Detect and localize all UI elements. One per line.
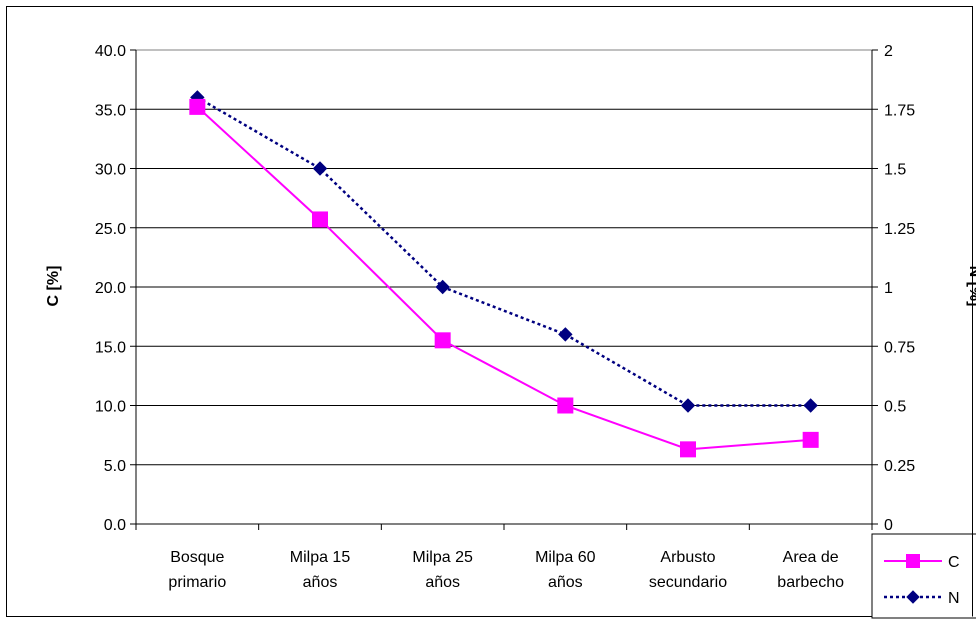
data-point-n xyxy=(435,279,450,295)
chart-border xyxy=(6,6,973,617)
y-tick-label-left: 30.0 xyxy=(95,162,126,179)
data-point-c xyxy=(802,431,819,448)
x-tick-label: Milpa 15 xyxy=(290,549,351,566)
y-tick-label-left: 35.0 xyxy=(95,102,126,119)
y-tick-label-left: 10.0 xyxy=(95,399,126,416)
data-point-c xyxy=(906,554,920,568)
y-tick-label-left: 0.0 xyxy=(104,517,126,534)
x-tick-label: Milpa 60 xyxy=(535,549,596,566)
data-point-c xyxy=(680,441,696,458)
y-tick-label-right: 1.75 xyxy=(884,102,915,119)
data-point-c xyxy=(557,397,574,414)
y-tick-label-left: 20.0 xyxy=(95,280,126,297)
data-point-c xyxy=(312,211,328,228)
y-tick-label-left: 5.0 xyxy=(104,458,126,475)
legend-label-c: C xyxy=(948,554,960,571)
x-tick-label: Bosque xyxy=(170,549,224,566)
y-tick-label-right: 0.75 xyxy=(884,339,915,356)
series-line-n xyxy=(196,96,811,407)
x-tick-label: barbecho xyxy=(777,574,844,591)
data-point-n xyxy=(680,398,696,413)
series-line-c xyxy=(196,106,811,451)
x-tick-label: secundario xyxy=(649,574,727,591)
legend-box xyxy=(871,533,976,619)
y-axis-title-left: C [%] xyxy=(45,266,62,307)
y-tick-label-right: 0.5 xyxy=(884,399,906,416)
gridlines xyxy=(136,108,872,466)
data-point-n xyxy=(906,590,920,604)
y-tick-label-right: 0.25 xyxy=(884,458,915,475)
y-tick-label-right: 1 xyxy=(884,280,893,297)
data-point-n xyxy=(558,327,573,342)
y-tick-label-left: 25.0 xyxy=(95,221,126,238)
data-point-c xyxy=(434,332,451,349)
y-tick-label-left: 40.0 xyxy=(95,43,126,60)
data-point-n xyxy=(803,398,818,413)
y-tick-label-right: 0 xyxy=(884,517,893,534)
y-axis-title-right: N [%] xyxy=(966,266,976,307)
y-tick-label-right: 1.5 xyxy=(884,162,906,179)
x-tick-label: Milpa 25 xyxy=(412,549,473,566)
x-tick-label: años xyxy=(303,574,338,591)
x-tick-label: Area de xyxy=(783,549,839,566)
legend-label-n: N xyxy=(948,590,960,607)
data-point-n xyxy=(312,161,328,176)
x-tick-label: Arbusto xyxy=(660,549,715,566)
y-tick-label-right: 1.25 xyxy=(884,221,915,238)
legend: CN xyxy=(871,6,976,619)
x-tick-label: primario xyxy=(168,574,226,591)
x-tick-label: años xyxy=(425,574,460,591)
y-tick-label-right: 2 xyxy=(884,43,893,60)
x-tick-label: años xyxy=(548,574,583,591)
data-point-c xyxy=(189,98,206,115)
y-tick-label-left: 15.0 xyxy=(95,339,126,356)
series-layer xyxy=(189,90,819,458)
axes: 0.0 0 5.0 0.25 10.0 0.5 15.0 0.75 20.0 1 25.0 1.25 3… xyxy=(95,43,915,591)
